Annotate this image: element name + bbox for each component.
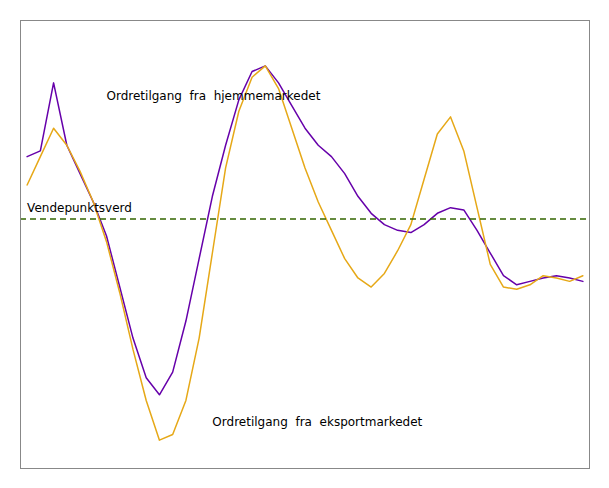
svg-text:Ordretilgang fra eksportmark: Ordretilgang fra eksportmarkedet: [212, 415, 422, 429]
svg-text:Ordretilgang fra hjemmemarke: Ordretilgang fra hjemmemarkedet: [107, 89, 321, 103]
svg-text:Vendepunktsverd: Vendepunktsverd: [27, 201, 132, 215]
